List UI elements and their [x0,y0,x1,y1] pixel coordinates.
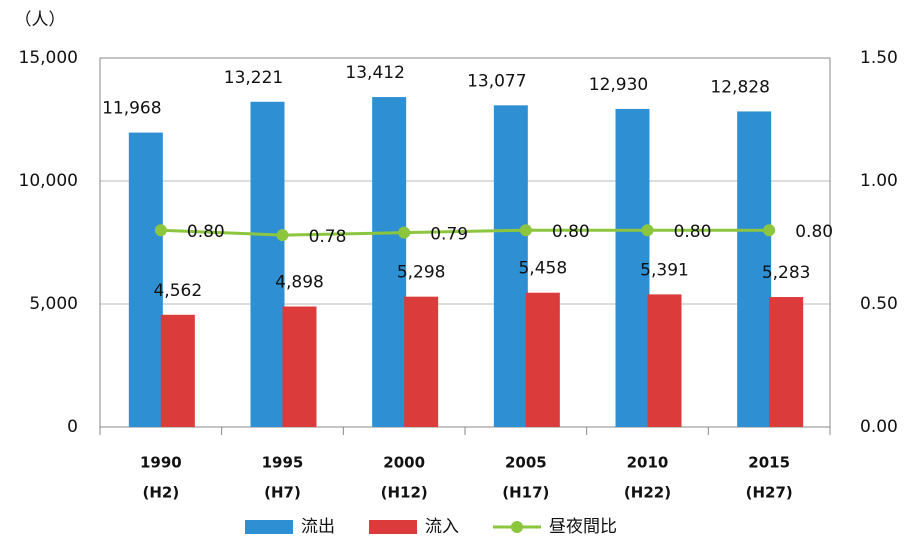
x-tick-label: 2000 [383,454,425,472]
data-label: 13,221 [224,68,283,88]
y-tick-label: 15,000 [19,48,78,68]
x-tick-label: 2015 [748,454,790,472]
data-label: 12,930 [589,75,648,95]
data-label: 5,391 [640,260,689,280]
bar [128,132,163,427]
bar [647,294,682,427]
x-tick-label: 2005 [505,454,547,472]
line-marker [398,226,411,239]
data-label: 5,283 [762,263,811,283]
bar [372,97,407,428]
data-label: 4,562 [153,281,202,301]
x-tick-label: (H22) [624,484,671,502]
x-tick-label: (H7) [264,484,301,502]
legend-label: 流入 [425,517,459,537]
data-label: 0.80 [674,222,712,242]
line [160,228,770,237]
line-marker [763,224,776,237]
x-tick-label: 2010 [627,454,669,472]
line-marker [154,224,167,237]
y-tick-label: 10,000 [19,171,78,191]
bar [615,108,650,427]
bar [250,101,285,427]
line-marker [641,224,654,237]
bar [493,105,528,428]
legend-label: 流出 [301,517,335,537]
x-tick-label: (H27) [746,484,793,502]
x-tick-label: 1995 [262,454,304,472]
x-tick-label: (H17) [502,484,549,502]
legend-swatch [511,521,523,533]
x-tick-label: (H12) [381,484,428,502]
legend-swatch [369,520,417,534]
x-tick-label: 1990 [140,454,182,472]
data-label: 0.80 [795,222,833,242]
data-label: 13,412 [345,63,404,83]
bar [404,296,439,427]
data-label: 5,458 [518,259,567,279]
y2-tick-label: 1.50 [860,48,898,68]
line-marker [276,229,289,242]
legend-label: 昼夜間比 [549,517,617,537]
y-tick-label: 5,000 [29,294,78,314]
data-label: 11,968 [102,99,161,119]
data-label: 0.80 [187,222,225,242]
data-label: 5,298 [397,263,446,283]
data-label: 0.78 [309,227,347,247]
data-label: 0.80 [552,222,590,242]
line-marker [519,224,532,237]
y-unit: （人） [15,10,66,30]
y-tick-label: 0 [67,417,78,437]
bar [282,306,317,427]
data-label: 13,077 [467,71,526,91]
bar [525,292,560,427]
y2-tick-label: 0.50 [860,294,898,314]
x-tick-label: (H2) [142,484,179,502]
bar [160,314,195,427]
legend-swatch [245,520,293,534]
y2-tick-label: 1.00 [860,171,898,191]
bar [737,111,772,427]
data-label: 0.79 [430,225,468,245]
data-label: 12,828 [710,77,769,97]
data-label: 4,898 [275,273,324,293]
bar [769,297,804,427]
y2-tick-label: 0.00 [860,417,898,437]
